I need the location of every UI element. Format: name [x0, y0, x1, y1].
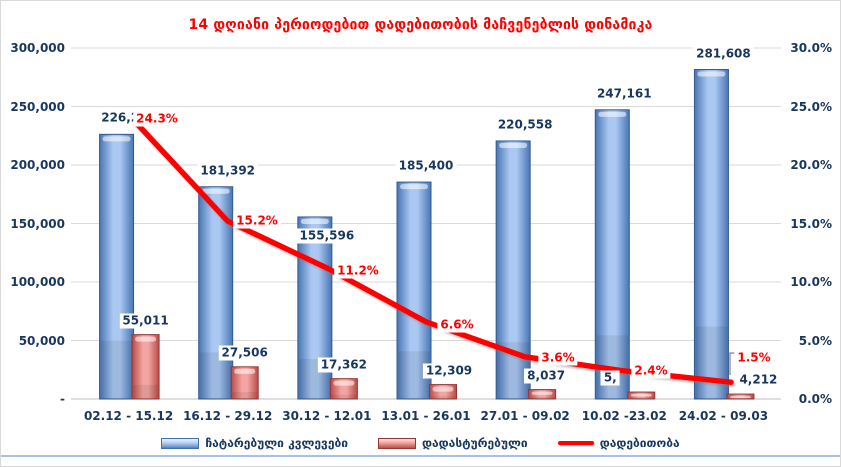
bar-confirmed-shade: [628, 397, 654, 399]
category-label: 24.02 - 09.03: [678, 409, 769, 423]
bar-value-label-tests: 220,558: [494, 117, 556, 133]
bar-value-label-tests: 155,596: [296, 228, 358, 244]
axis-tick-label-right: 10.0%: [790, 275, 832, 289]
bar-value-label-confirmed: 12,309: [422, 363, 476, 379]
bar-confirmed-shade: [133, 384, 159, 399]
bar-tests: [693, 69, 729, 400]
legend-bar-red-swatch-icon: [378, 437, 416, 449]
axis-tick-label-left: 200,000: [10, 158, 65, 172]
bar-tests-shade: [695, 326, 728, 399]
bar-tests: [99, 133, 135, 400]
bar-confirmed-highlight: [135, 336, 157, 342]
chart-title: 14 დღიანი პერიოდებით დადებითობის მაჩვენე…: [188, 17, 653, 33]
bar-confirmed: [131, 334, 160, 400]
bar-confirmed-highlight: [432, 386, 454, 392]
bar-value-label-tests: 247,161: [593, 86, 655, 102]
axis-tick-label-right: 5.0%: [798, 333, 832, 348]
legend-label-confirmed: დადასტურებული: [422, 436, 528, 450]
legend-item-tests: ჩატარებული კვლევები: [161, 436, 348, 450]
axis-tick-label-right: 0.0%: [798, 392, 832, 406]
category-label: 30.12 - 12.01: [282, 409, 372, 423]
legend-line-red-swatch-icon: [557, 441, 594, 445]
legend-item-positivity: დადებითობა: [557, 436, 680, 450]
legend-item-confirmed: დადასტურებული: [378, 436, 528, 450]
line-pct-label: 15.2%: [233, 213, 281, 229]
category-label: 27.01 - 09.02: [480, 409, 570, 423]
bar-confirmed-highlight: [531, 391, 553, 395]
bar-value-label-confirmed: 55,011: [119, 313, 172, 329]
bar-tests-highlight: [102, 136, 131, 142]
line-pct-label: 24.3%: [133, 111, 181, 127]
bar-value-label-tests: 181,392: [197, 163, 259, 179]
bar-confirmed-shade: [331, 394, 357, 399]
bar-value-label-tests: 185,400: [395, 158, 457, 174]
bar-value-label-confirmed: 27,506: [218, 345, 271, 361]
category-label: 10.02 -23.02: [581, 409, 667, 423]
bar-tests: [594, 109, 630, 400]
axis-tick-label-right: 30.0%: [790, 41, 832, 55]
bar-tests-highlight: [400, 184, 428, 190]
line-pct-label: 3.6%: [538, 350, 578, 366]
bar-tests: [396, 181, 432, 400]
bar-tests-highlight: [300, 218, 329, 224]
legend: ჩატარებული კვლევები დადასტურებული დადები…: [1, 436, 840, 450]
bar-confirmed-highlight: [234, 368, 256, 374]
bar-value-label-tests: 281,608: [693, 46, 754, 62]
line-pct-label: 1.5%: [734, 350, 774, 366]
bar-tests-highlight: [697, 71, 726, 77]
axis-tick-label-left: 100,000: [10, 275, 65, 289]
legend-label-tests: ჩატარებული კვლევები: [205, 436, 348, 450]
axis-tick-label-left: 50,000: [18, 333, 65, 348]
legend-bar-blue-swatch-icon: [161, 437, 200, 449]
bar-confirmed-highlight: [333, 380, 355, 386]
bottom-divider: [1, 455, 840, 457]
line-positivity: [125, 111, 734, 386]
axis-tick-label-left: 250,000: [10, 99, 65, 114]
bar-value-label-confirmed: 4,212: [736, 372, 781, 388]
line-pct-label: 6.6%: [437, 317, 477, 333]
bar-confirmed-shade: [529, 396, 555, 399]
legend-label-positivity: დადებითობა: [599, 436, 680, 450]
line-pct-label: 2.4%: [631, 363, 671, 379]
bar-confirmed-shade: [232, 391, 258, 399]
bar-confirmed-highlight: [729, 396, 751, 399]
bar-tests-highlight: [201, 188, 230, 194]
bar-tests-highlight: [499, 142, 528, 148]
bar-value-label-confirmed: 8,037: [524, 368, 569, 384]
bar-confirmed-shade: [727, 397, 753, 399]
bar-tests-shade: [100, 340, 133, 399]
axis-tick-label-right: 20.0%: [790, 158, 832, 172]
axis-tick-label-left: -: [60, 392, 65, 406]
line-pct-label: 11.2%: [334, 263, 382, 279]
category-label: 16.12 - 29.12: [183, 409, 273, 423]
bar-confirmed-shade: [430, 395, 456, 399]
bar-tests-highlight: [598, 111, 627, 117]
bar-value-label-confirmed: 17,362: [317, 357, 370, 373]
axis-tick-label-right: 25.0%: [790, 99, 832, 114]
axis-tick-label-right: 15.0%: [790, 216, 832, 231]
axis-tick-label-left: 150,000: [10, 216, 65, 231]
bar-value-label-confirmed: 5,: [600, 370, 620, 386]
bar-confirmed-highlight: [630, 394, 652, 397]
axis-tick-label-left: 300,000: [10, 41, 65, 55]
category-label: 02.12 - 15.12: [83, 409, 174, 423]
category-label: 13.01 - 26.01: [381, 409, 471, 423]
